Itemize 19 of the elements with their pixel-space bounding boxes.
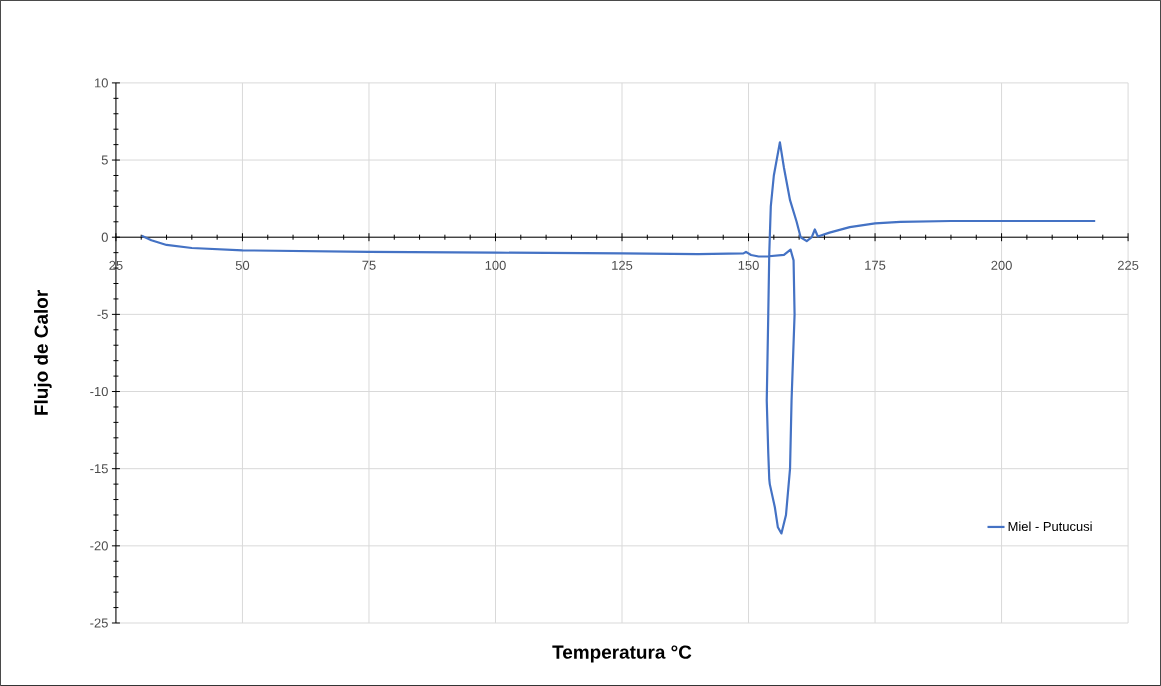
x-tick-label: 125 — [612, 260, 633, 270]
x-tick-label: 150 — [738, 260, 759, 270]
y-tick-label: 0 — [101, 232, 108, 242]
y-tick-label: -20 — [90, 541, 108, 551]
y-axis-title: Flujo de Calor — [34, 290, 52, 415]
x-tick-label: 50 — [235, 260, 250, 270]
x-tick-label: 175 — [865, 260, 886, 270]
x-tick-label: 100 — [485, 260, 506, 270]
legend-label: Miel - Putucusi — [1008, 521, 1092, 532]
y-tick-label: 10 — [94, 78, 108, 88]
y-tick-label: 5 — [101, 155, 108, 165]
x-axis-title: Temperatura °C — [552, 645, 692, 663]
x-tick-label: 200 — [991, 260, 1012, 270]
y-tick-label: -5 — [97, 309, 108, 319]
x-tick-label: 225 — [1117, 260, 1139, 270]
y-tick-label: -15 — [90, 464, 108, 474]
y-tick-label: -10 — [90, 386, 108, 397]
x-tick-label: 75 — [362, 260, 376, 270]
y-tick-label: -25 — [90, 618, 108, 628]
